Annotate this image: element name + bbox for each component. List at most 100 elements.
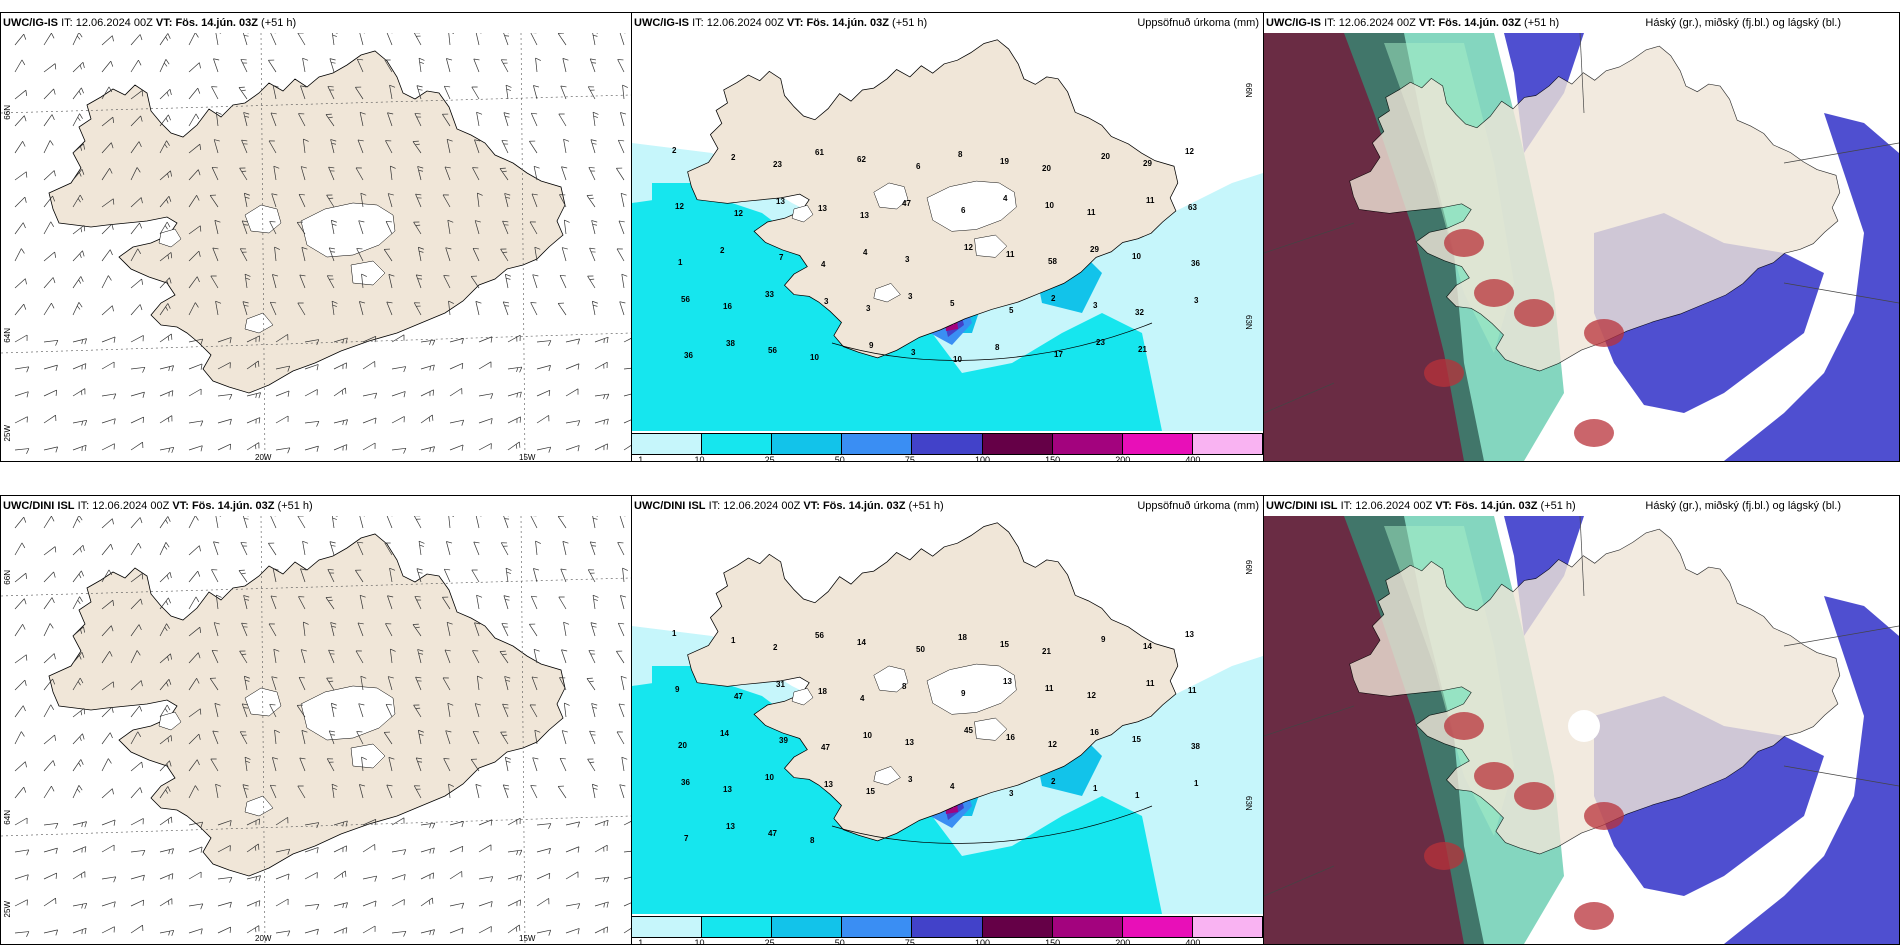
panel-wind-row2: UWC/DINI ISL IT: 12.06.2024 00Z VT: Fös.… [0,495,632,945]
wind-barb [536,872,551,880]
wind-barb [387,595,394,610]
wind-barb [591,300,598,316]
wind-barb [415,274,423,289]
wind-barb [445,247,452,262]
wind-barb [101,336,116,343]
wind-barb [557,33,567,46]
wind-barb [413,33,422,46]
wind-barb [212,247,219,262]
precip-value-label: 18 [958,633,967,642]
wind-barb [246,335,260,343]
wind-barb [14,849,30,856]
wind-barb [14,542,26,556]
wind-barb [536,340,552,346]
model-name: UWC/IG-IS [3,17,58,29]
cloud-title: Háský (gr.), miðský (fj.bl.) og lágský (… [1645,500,1841,512]
wind-barb [275,334,289,343]
wind-barb [188,250,201,262]
lat-label-66n: 66N [1244,560,1253,575]
wind-barb [130,924,144,934]
wind-barb [507,874,522,881]
legend-tick: 75 [904,455,915,462]
wind-barb [331,516,338,529]
precip-value-label: 5 [950,299,955,308]
precip-value-label: 36 [684,351,693,360]
precip-value-label: 9 [675,685,680,694]
wind-barb [246,442,260,451]
precip-value-label: 3 [908,775,913,784]
wind-barb [298,596,306,610]
wind-barb [101,788,114,799]
wind-barb [412,623,422,637]
wind-barb [188,652,201,664]
wind-barb [530,595,538,610]
graticule-line [1783,282,1899,304]
forecast-offset: (+51 h) [1524,17,1560,29]
wind-barb [246,843,260,853]
glacier-area [300,685,396,741]
wind-barb [130,90,144,100]
precip-value-label: 3 [908,292,913,301]
legend-bar [632,433,1263,455]
glacier-area [926,663,1017,715]
wind-barb [529,704,538,718]
wind-barb [101,876,117,883]
wind-barb [101,361,115,370]
wind-barb [330,139,337,154]
precip-value-label: 10 [863,731,872,740]
wind-barb [14,516,27,529]
wind-barb [563,621,570,637]
wind-barb [616,248,625,262]
wind-barb [72,419,88,426]
wind-barb [505,567,512,583]
wind-barb [473,541,480,556]
wind-barb [275,365,291,372]
wind-barb [446,138,453,154]
wind-barb [188,143,202,154]
wind-barb [420,446,435,453]
wind-barb [43,597,55,610]
wind-barb [300,166,307,181]
wind-barb [217,337,232,344]
lat-label-66n: 66N [3,570,12,585]
wind-barb [471,86,480,100]
wind-barb [536,929,552,936]
wind-barb [14,141,26,154]
wind-barb [14,115,27,127]
wind-barb [413,704,422,718]
low-cloud-area [1724,113,1899,461]
wind-barb [215,111,222,127]
glacier-area [873,766,901,786]
wind-barb [101,142,114,154]
wind-barb [14,786,27,799]
wind-barb [43,929,58,936]
wind-barb [159,653,172,664]
cloud-patch [1514,299,1554,327]
wind-barb [272,567,279,583]
wind-barb [472,730,480,745]
graticule-line [260,33,266,461]
legend-tick: 1 [638,938,644,945]
wind-barb [72,677,84,691]
wind-barb [565,445,580,452]
wind-barb [413,302,422,316]
wind-barb [447,219,454,235]
it-value: 12.06.2024 00Z [1338,17,1416,29]
wind-barb [14,222,26,235]
wind-barb [101,569,113,583]
wind-barb [212,730,219,745]
wind-barb [72,276,84,289]
legend-swatch [912,917,983,937]
wind-barb [72,708,86,718]
wind-barb [620,675,627,691]
precip-value-label: 47 [902,199,911,208]
wind-barb [333,845,347,853]
precip-value-label: 15 [1000,640,1009,649]
wind-barb [536,848,551,855]
precip-value-label: 4 [950,782,955,791]
lat-label-25w: 25W [3,901,12,918]
wind-barb [275,898,289,907]
graticule-line [1783,142,1899,164]
wind-barb [213,58,220,73]
wind-barb [472,650,480,664]
